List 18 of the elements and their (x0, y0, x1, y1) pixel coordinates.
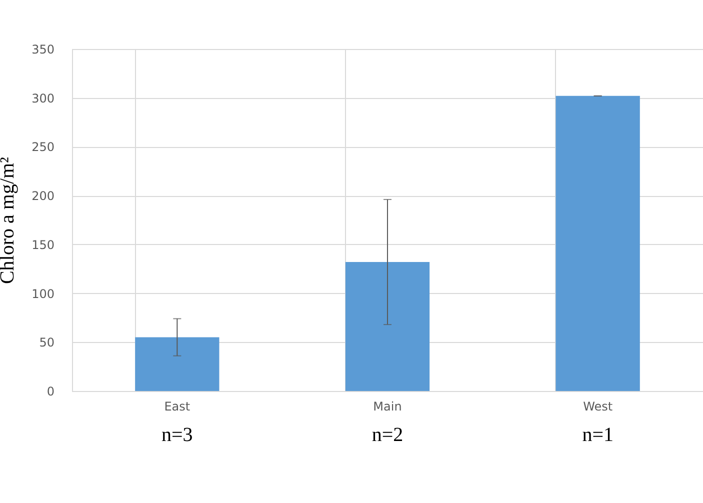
y-tick-label: 100 (32, 286, 54, 301)
y-tick-label: 0 (46, 384, 54, 398)
bar (556, 96, 640, 391)
y-tick-label: 350 (32, 42, 54, 56)
x-tick-label: West (583, 400, 613, 414)
bar (135, 337, 220, 391)
y-tick-label: 150 (32, 238, 54, 252)
y-tick-label: 200 (32, 189, 54, 204)
y-tick-label: 250 (32, 140, 54, 154)
text: n=3 (162, 424, 193, 446)
y-tick-label: 50 (39, 336, 54, 350)
text: n=1 (582, 424, 614, 446)
x-tick-label: Main (373, 400, 402, 414)
bar (345, 262, 430, 391)
x-tick-label: East (164, 400, 190, 414)
y-axis-title: Chloro a mg/m² (0, 156, 19, 284)
text: n=2 (372, 424, 404, 446)
y-tick-label: 300 (32, 91, 54, 106)
